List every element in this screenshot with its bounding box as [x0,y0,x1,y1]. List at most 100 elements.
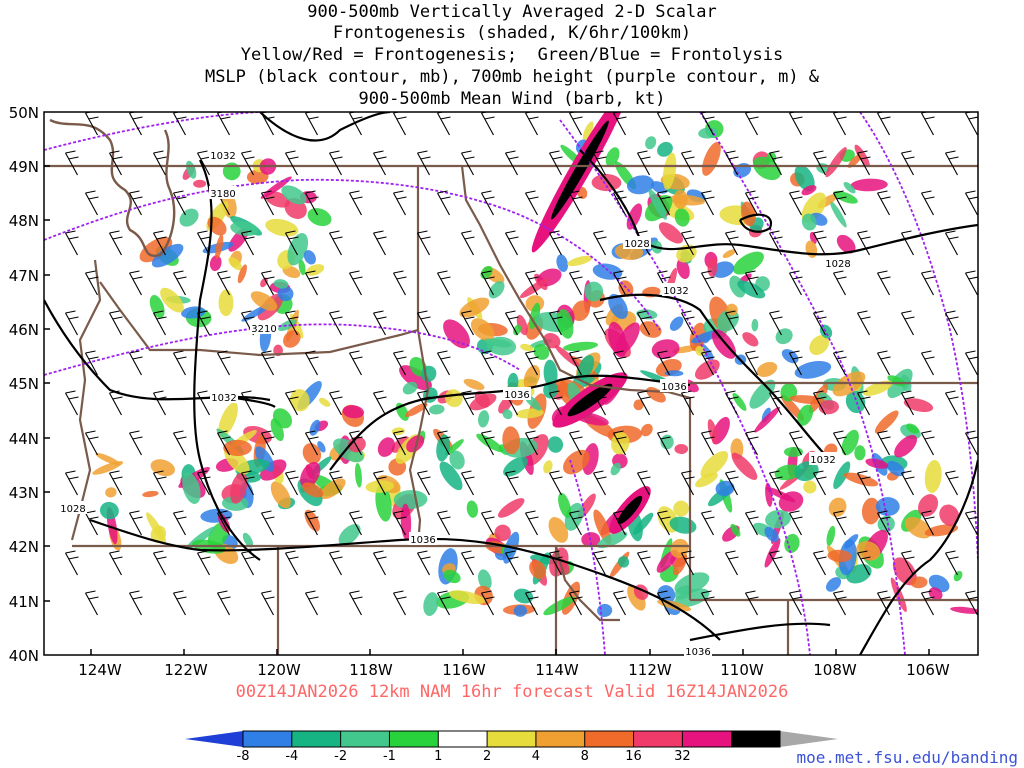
shading-blob [193,179,207,188]
lon-tick-label: 108W [813,661,857,679]
title-line-5: 900-500mb Mean Wind (barb, kt) [358,89,666,109]
shading-blob [543,460,553,474]
wind-barb [637,470,651,496]
wind-barb [285,550,299,576]
wind-barb [657,430,671,456]
shading-blob [826,525,836,546]
wind-barb [437,270,451,296]
shading-blob [478,569,492,591]
wind-barb [261,590,275,616]
lat-tick-label: 42N [9,538,39,556]
shading-blob [633,512,654,535]
wind-barb [481,190,495,216]
mslp-label: 1036 [504,390,529,401]
wind-barb [129,190,143,216]
shading-blob [674,208,690,227]
wind-barb [173,430,187,456]
wind-barb [945,150,959,176]
wind-barb [549,470,563,496]
wind-barb [549,550,563,576]
shading-blob [215,234,224,259]
shading-blob [377,437,395,457]
shading-blob [333,438,364,463]
mslp-label: 1032 [663,286,688,297]
wind-barb [437,430,451,456]
wind-barb [745,270,759,296]
shading-blob [673,189,688,209]
wind-barb [153,390,167,416]
shading-blob [563,449,590,475]
shading-blob [250,291,278,311]
wind-barb [393,430,407,456]
shading-blob [633,399,644,411]
wind-barb [349,430,363,456]
map-plot-area [44,112,978,655]
wind-barb [373,550,387,576]
lat-tick-label: 43N [9,484,39,502]
wind-barb [173,350,187,376]
wind-barb [349,510,363,536]
wind-barb [857,150,871,176]
lat-tick-label: 48N [9,212,39,230]
shading-blob [953,570,963,582]
credit-link[interactable]: moe.met.fsu.edu/banding [796,748,1018,767]
wind-barb [481,270,495,296]
wind-barb [173,590,187,616]
wind-barb [965,430,978,456]
wind-barb [613,190,627,216]
mslp-label: 1032 [810,455,835,466]
mslp-label: 1036 [410,535,435,546]
wind-barb [593,390,607,416]
colorbar-bin [340,731,390,747]
mslp-label: 1032 [211,393,236,404]
shading-blob [715,480,735,496]
wind-barb [285,390,299,416]
wind-barb [173,510,187,536]
shading-blob [563,341,599,352]
colorbar-label: 8 [581,749,589,764]
shading-blob [733,251,764,275]
shading-blob [841,429,859,456]
wind-barb [549,230,563,256]
shading-blob [674,572,710,595]
wind-barb [965,190,978,216]
wind-barb [481,510,495,536]
shading-blob [910,576,928,589]
wind-barb [109,470,123,496]
wind-barb [945,390,959,416]
lon-tick-label: 106W [906,661,950,679]
wind-barb [437,190,451,216]
wind-barb [153,470,167,496]
wind-barb [637,550,651,576]
shading-blob [640,423,653,437]
wind-barb [637,150,651,176]
wind-barb [657,510,671,536]
wind-barb [681,310,695,336]
lon-tick-label: 112W [628,661,672,679]
wind-barb [681,230,695,256]
wind-barb [789,190,803,216]
colorbar-bin [633,731,683,747]
wind-barb [65,470,79,496]
wind-barb [217,350,231,376]
shading-blob [906,423,920,434]
wind-barb [833,270,847,296]
wind-barb [725,470,739,496]
shading-blob [303,250,316,265]
shading-blob [695,472,718,488]
wind-barb [701,190,715,216]
wind-barb [197,470,211,496]
colorbar-bin [389,731,439,747]
shading-blob [547,436,564,453]
colorbar-bin [584,731,635,747]
wind-barb [305,510,319,536]
mslp-label: 1036 [661,382,686,393]
wind-barb [217,270,231,296]
shading-blob [223,439,252,457]
wind-barb [945,470,959,496]
shading-blob [347,436,366,453]
wind-barb [65,310,79,336]
wind-barb [109,230,123,256]
colorbar-label: -8 [237,749,250,764]
shading-blob [146,512,167,543]
